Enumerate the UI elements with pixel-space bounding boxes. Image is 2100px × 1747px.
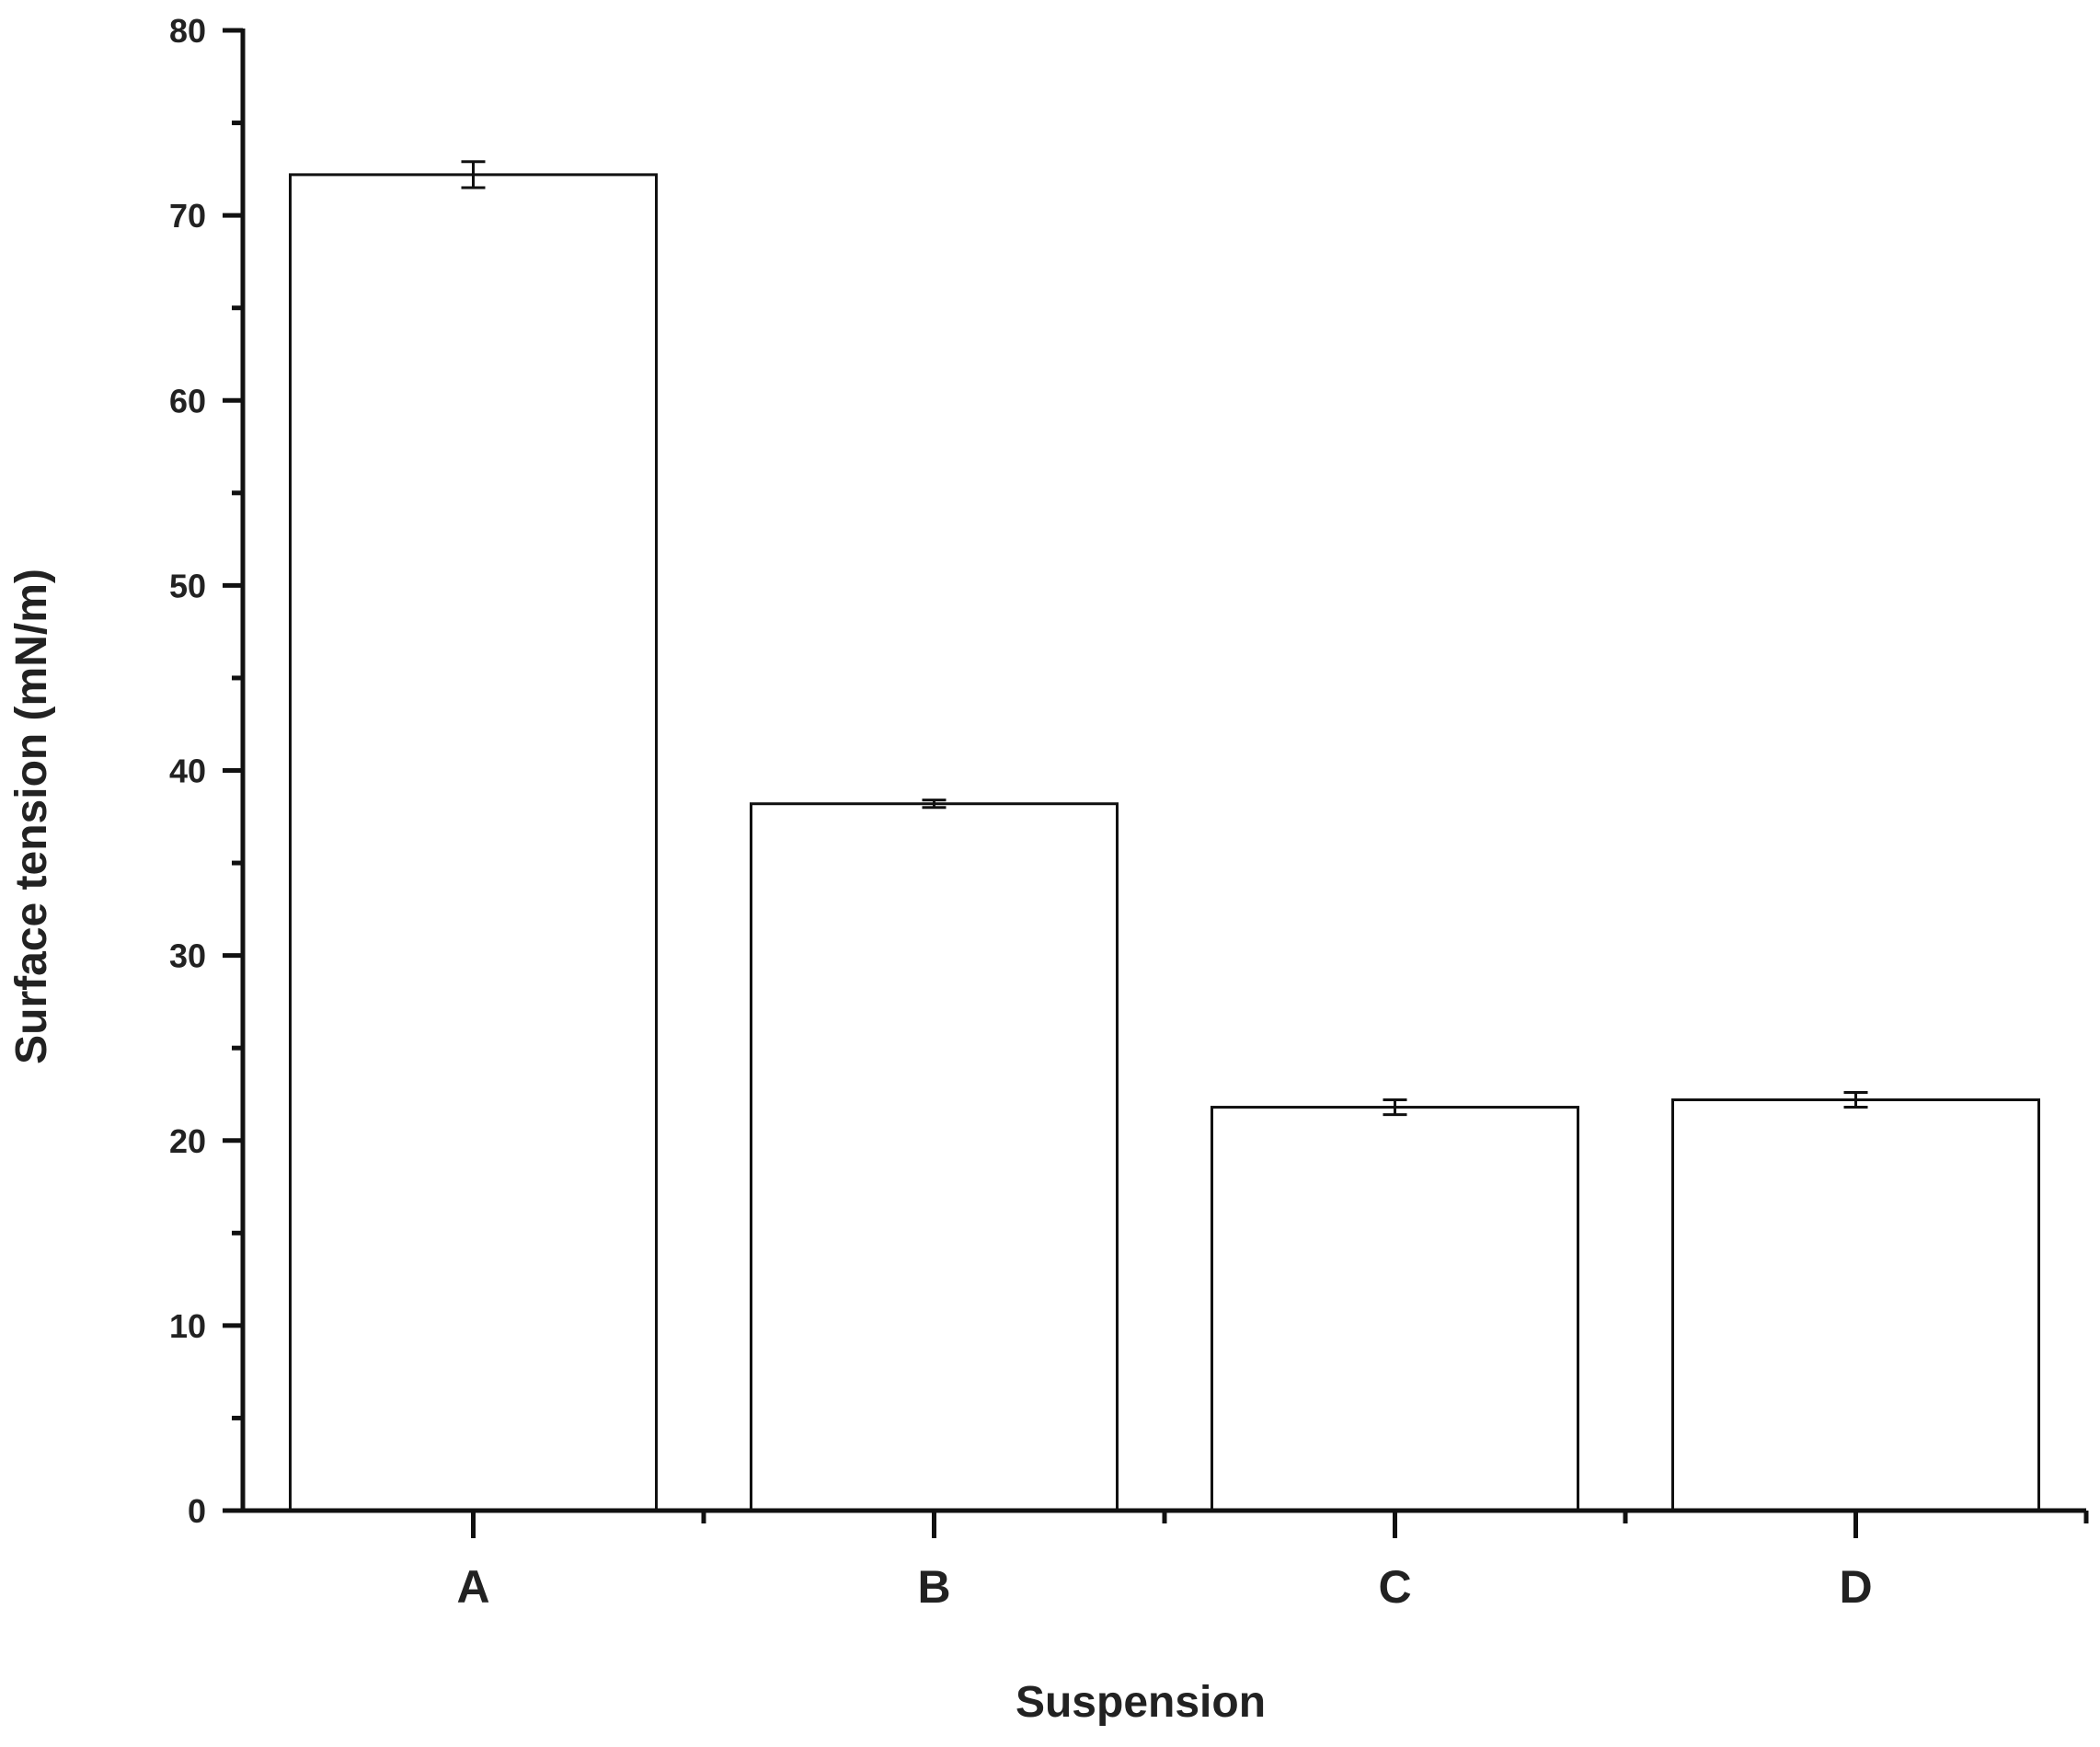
y-tick-label: 60: [169, 382, 206, 420]
x-tick-label: D: [1839, 1561, 1872, 1613]
y-tick-label: 70: [169, 197, 206, 235]
bars: [289, 173, 2040, 1512]
y-tick-label: 80: [169, 12, 206, 50]
bar-A: [289, 173, 658, 1512]
bar-C: [1211, 1106, 1579, 1512]
x-tick-label: A: [456, 1561, 489, 1613]
x-axis-title: Suspension: [1016, 1678, 1266, 1727]
error-bars: [461, 160, 1868, 1117]
y-axis-title: Surface tension (mN/m): [7, 569, 56, 1064]
x-tick-label: B: [917, 1561, 950, 1613]
y-ticks: 0 10 20 30 40 50 60 70 80: [169, 12, 243, 1530]
y-tick-label: 10: [169, 1307, 206, 1345]
x-tick-label: C: [1378, 1561, 1411, 1613]
y-tick-label: 20: [169, 1122, 206, 1160]
y-tick-label: 40: [169, 753, 206, 790]
bar-D: [1671, 1098, 2040, 1512]
bar-B: [750, 802, 1119, 1512]
x-ticks: A B C D: [456, 1511, 2089, 1613]
y-tick-label: 30: [169, 937, 206, 975]
y-tick-label: 0: [188, 1492, 206, 1530]
y-tick-label: 50: [169, 567, 206, 604]
